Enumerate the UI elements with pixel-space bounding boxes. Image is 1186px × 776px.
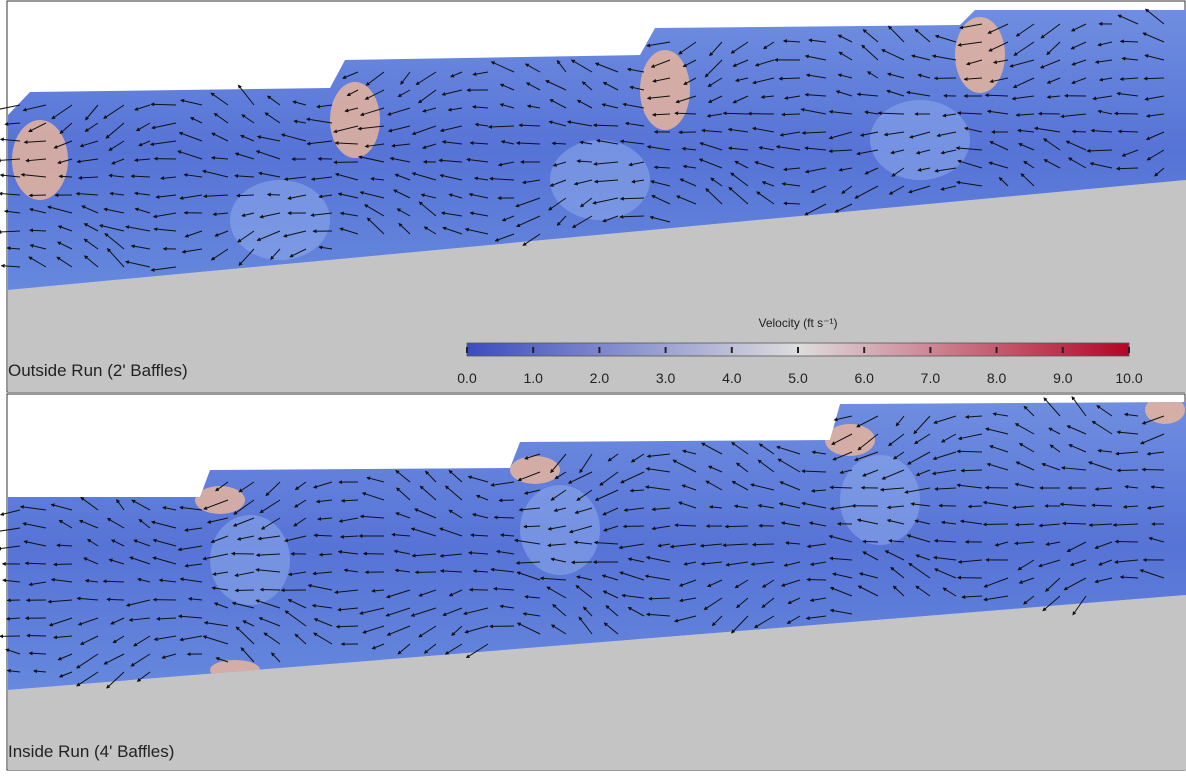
flow-arrow: [1118, 131, 1138, 132]
colorbar-tick-label: 2.0: [590, 370, 610, 386]
flow-arrow: [725, 526, 748, 527]
colorbar-tick-label: 8.0: [987, 370, 1007, 386]
flow-arrow: [29, 195, 46, 196]
flow-arrow: [1117, 470, 1138, 471]
flow-arrow: [54, 564, 72, 565]
flow-arrow: [235, 590, 254, 591]
colorbar-tick-label: 6.0: [854, 370, 874, 386]
flow-arrow: [968, 506, 982, 507]
colorbar-tick-label: 0.0: [457, 370, 477, 386]
figure: Outside Run (2' Baffles) Velocity (ft s⁻…: [0, 0, 1186, 771]
colorbar-tick-label: 9.0: [1053, 370, 1073, 386]
panel-label: Outside Run (2' Baffles): [8, 361, 188, 380]
colorbar-tick-label: 4.0: [722, 370, 742, 386]
colorbar-tick-label: 10.0: [1115, 370, 1142, 386]
flow-arrow: [107, 599, 124, 600]
flow-arrow: [830, 487, 852, 488]
flow-arrow: [1142, 469, 1164, 470]
flow-arrow: [27, 635, 46, 636]
flow-arrow: [499, 500, 514, 501]
flow-arrow: [863, 541, 878, 542]
colorbar-tick-label: 5.0: [788, 370, 808, 386]
flow-arrow: [1063, 523, 1086, 524]
flow-arrow: [782, 114, 800, 115]
flow-arrow: [753, 544, 774, 545]
colorbar-tick-label: 1.0: [523, 370, 543, 386]
colorbar-title: Velocity (ft s⁻¹): [758, 316, 837, 330]
panel-label: Inside Run (4' Baffles): [8, 742, 174, 761]
flow-arrow: [1072, 131, 1086, 132]
colorbar-tick-label: 7.0: [921, 370, 941, 386]
flow-arrow: [1115, 113, 1138, 114]
flow-arrow: [984, 524, 1008, 525]
colorbar-tick-label: 3.0: [656, 370, 676, 386]
flow-arrow: [784, 203, 800, 204]
